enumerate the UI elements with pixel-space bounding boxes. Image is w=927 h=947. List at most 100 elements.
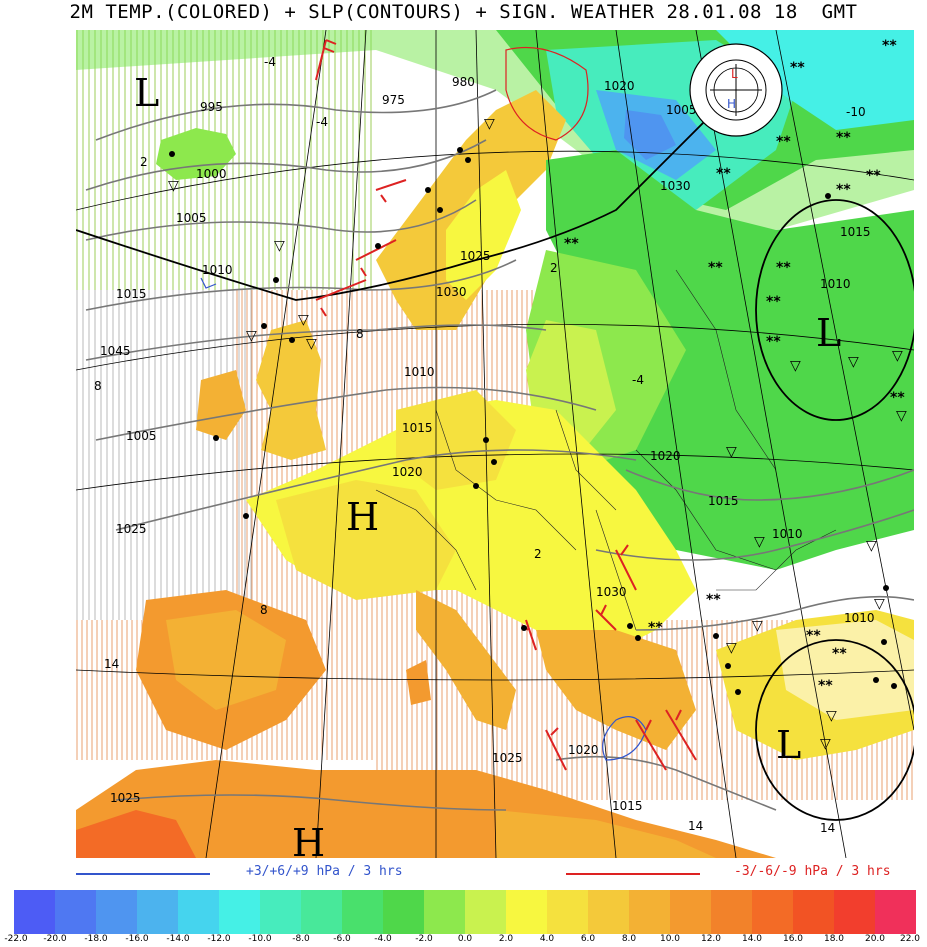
shower-symbol: ▽ bbox=[168, 178, 179, 194]
scale-swatch bbox=[219, 890, 260, 934]
rain-dot bbox=[881, 639, 887, 645]
scale-tick-label: 14.0 bbox=[741, 934, 763, 944]
shower-symbol: ▽ bbox=[892, 348, 903, 364]
shower-symbol: ▽ bbox=[848, 354, 859, 370]
snow-symbol: ** bbox=[882, 38, 897, 54]
temperature-label: -4 bbox=[316, 115, 328, 129]
isobar-label: 1000 bbox=[196, 167, 227, 181]
scale-tick-label: -2.0 bbox=[415, 934, 433, 944]
rain-dot bbox=[735, 689, 741, 695]
scale-tick-label: 20.0 bbox=[864, 934, 886, 944]
isobar-label: 1025 bbox=[116, 522, 147, 536]
isobar-label: 1005 bbox=[666, 103, 697, 117]
scale-tick-label: 12.0 bbox=[700, 934, 722, 944]
scale-swatch bbox=[424, 890, 465, 934]
isobar-label: 1005 bbox=[176, 211, 207, 225]
scale-tick-label: 6.0 bbox=[580, 934, 596, 944]
scale-tick-label: 18.0 bbox=[823, 934, 845, 944]
snow-symbol: ** bbox=[766, 334, 781, 350]
scale-tick-label: -4.0 bbox=[374, 934, 392, 944]
snow-symbol: ** bbox=[708, 260, 723, 276]
isobar-label: 1045 bbox=[100, 344, 131, 358]
shower-symbol: ▽ bbox=[726, 640, 737, 656]
shower-symbol: ▽ bbox=[896, 408, 907, 424]
scale-tick-label: -12.0 bbox=[207, 934, 231, 944]
shower-symbol: ▽ bbox=[866, 538, 877, 554]
isobar-label: 1030 bbox=[436, 285, 467, 299]
isobar-label: 1020 bbox=[568, 743, 599, 757]
fall-legend-label: -3/-6/-9 hPa / 3 hrs bbox=[734, 864, 891, 879]
rain-dot bbox=[725, 663, 731, 669]
rain-dot bbox=[883, 585, 889, 591]
scale-swatch bbox=[14, 890, 55, 934]
high-pressure-label: H bbox=[346, 495, 379, 539]
temperature-label: -4 bbox=[264, 55, 276, 69]
scale-swatch bbox=[301, 890, 342, 934]
isobar-label: 1015 bbox=[402, 421, 433, 435]
shower-symbol: ▽ bbox=[306, 336, 317, 352]
scale-swatch bbox=[588, 890, 629, 934]
shower-symbol: ▽ bbox=[826, 708, 837, 724]
rain-dot bbox=[873, 677, 879, 683]
tendency-legend: +3/+6/+9 hPa / 3 hrs -3/-6/-9 hPa / 3 hr… bbox=[0, 862, 927, 886]
scale-tick-label: -10.0 bbox=[248, 934, 272, 944]
scale-tick-label: -16.0 bbox=[125, 934, 149, 944]
institute-logo: L H bbox=[689, 43, 783, 137]
shower-symbol: ▽ bbox=[484, 116, 495, 132]
isobar-label: 1020 bbox=[392, 465, 423, 479]
shower-symbol: ▽ bbox=[820, 736, 831, 752]
isobar-label: 1010 bbox=[772, 527, 803, 541]
rain-dot bbox=[243, 513, 249, 519]
scale-tick-label: 2.0 bbox=[498, 934, 514, 944]
shower-symbol: ▽ bbox=[726, 444, 737, 460]
scale-swatch bbox=[506, 890, 547, 934]
italy-land bbox=[416, 590, 516, 730]
temperature-label: 2 bbox=[550, 261, 558, 275]
scale-tick-label: -18.0 bbox=[84, 934, 108, 944]
rain-dot bbox=[437, 207, 443, 213]
rain-dot bbox=[635, 635, 641, 641]
isobar-label: 980 bbox=[452, 75, 475, 89]
scale-tick-label: 0.0 bbox=[457, 934, 473, 944]
rain-dot bbox=[273, 277, 279, 283]
shower-symbol: ▽ bbox=[298, 312, 309, 328]
isobar-label: 1025 bbox=[460, 249, 491, 263]
isobar-label: 1015 bbox=[840, 225, 871, 239]
rain-dot bbox=[713, 633, 719, 639]
high-pressure-label: H bbox=[292, 821, 325, 858]
temperature-label: -4 bbox=[632, 373, 644, 387]
scale-tick-label: -6.0 bbox=[333, 934, 351, 944]
temperature-label: 14 bbox=[688, 819, 703, 833]
temperature-label: 8 bbox=[94, 379, 102, 393]
snow-symbol: ** bbox=[818, 678, 833, 694]
temperature-label: -10 bbox=[846, 105, 866, 119]
scale-swatch bbox=[178, 890, 219, 934]
scale-swatch bbox=[629, 890, 670, 934]
shower-symbol: ▽ bbox=[754, 534, 765, 550]
shower-symbol: ▽ bbox=[274, 238, 285, 254]
isobar-label: 1010 bbox=[844, 611, 875, 625]
snow-symbol: ** bbox=[832, 646, 847, 662]
iceland-land bbox=[156, 128, 236, 180]
scale-tick-label: 16.0 bbox=[782, 934, 804, 944]
rain-dot bbox=[825, 193, 831, 199]
low-pressure-label: L bbox=[134, 71, 159, 115]
temperature-label: 8 bbox=[260, 603, 268, 617]
temperature-label: 14 bbox=[104, 657, 119, 671]
isobar-label: 995 bbox=[200, 100, 223, 114]
scale-tick-label: 22.0 bbox=[899, 934, 921, 944]
shower-symbol: ▽ bbox=[790, 358, 801, 374]
shower-symbol: ▽ bbox=[246, 328, 257, 344]
rain-dot bbox=[169, 151, 175, 157]
weather-map: L L L H H 975 980 995 1000 1005 1010 101… bbox=[76, 30, 914, 858]
temperature-label: 2 bbox=[534, 547, 542, 561]
rain-dot bbox=[483, 437, 489, 443]
fall-legend-line bbox=[566, 873, 700, 875]
scale-tick-label: 4.0 bbox=[539, 934, 555, 944]
scale-swatch bbox=[670, 890, 711, 934]
rain-dot bbox=[375, 243, 381, 249]
isobar-label: 1025 bbox=[110, 791, 141, 805]
isobar-label: 1015 bbox=[612, 799, 643, 813]
isobar-label: 1025 bbox=[492, 751, 523, 765]
snow-symbol: ** bbox=[776, 134, 791, 150]
